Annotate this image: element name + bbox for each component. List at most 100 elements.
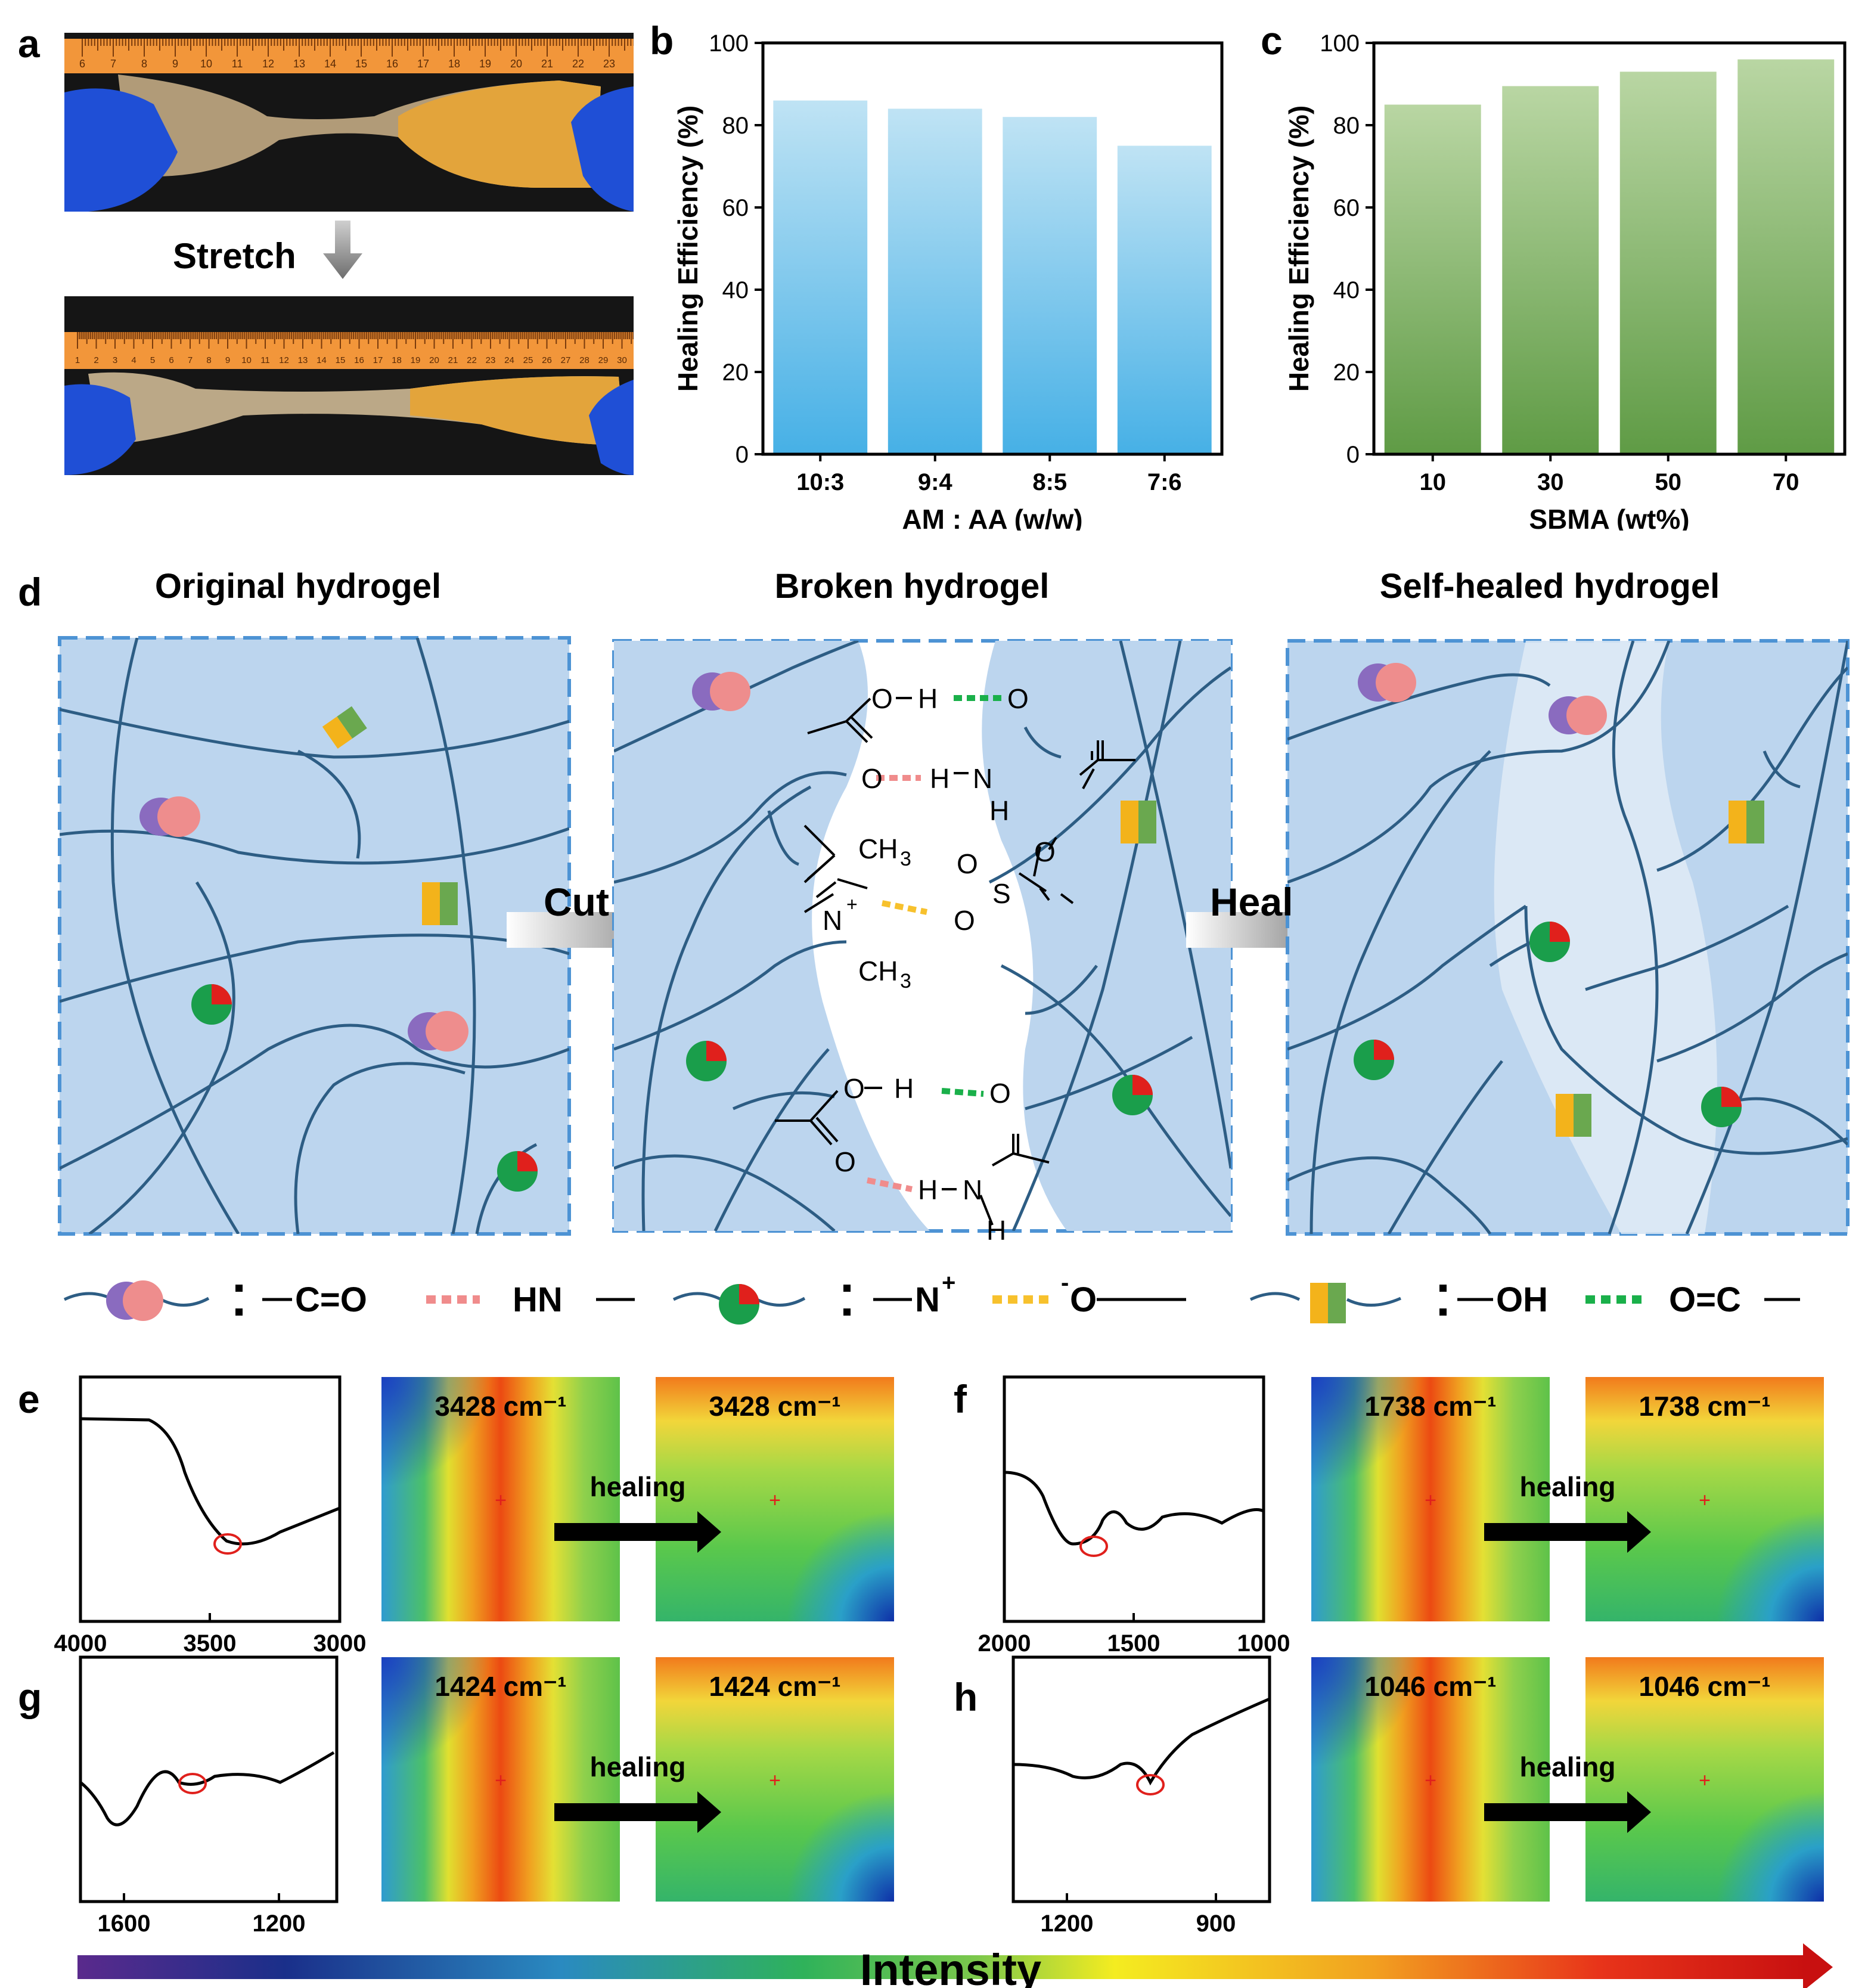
ftir-spectrum-line [1013, 1697, 1270, 1786]
x-tick-label: 10 [1420, 469, 1447, 495]
x-tick-label: 8:5 [1032, 469, 1067, 495]
chem-atom: H [989, 795, 1009, 826]
panel-e-label: e [18, 1377, 40, 1421]
healing-arrow [1484, 1511, 1651, 1553]
y-tick-label: 80 [1333, 113, 1360, 139]
ruler-number: 18 [392, 355, 402, 365]
plot-frame [761, 41, 1224, 456]
oval-motif [408, 1011, 468, 1052]
stretch-label: Stretch [173, 236, 296, 276]
ruler-number: 4 [131, 355, 136, 365]
bar-10-3 [773, 100, 868, 455]
x-tick-label: 70 [1773, 469, 1799, 495]
ruler-number: 17 [373, 355, 383, 365]
wavenumber-label: 1424 cm⁻¹ [435, 1671, 566, 1702]
healing-label: healing [589, 1471, 685, 1502]
chem-charge: + [846, 894, 858, 915]
ruler-number: 15 [355, 58, 367, 70]
wavenumber-label: 1424 cm⁻¹ [709, 1671, 840, 1702]
chem-atom: O [989, 1078, 1011, 1109]
x-tick-label: 900 [1196, 1911, 1236, 1937]
ruler-number: 19 [411, 355, 421, 365]
bar-30 [1502, 86, 1599, 454]
y-tick-label: 100 [709, 30, 749, 57]
chem-atom: CH [858, 833, 898, 864]
wavenumber-label: 1046 cm⁻¹ [1364, 1671, 1496, 1702]
panel-f-label: f [954, 1377, 967, 1421]
chem-atom: N [823, 905, 842, 936]
chem-atom: O [957, 848, 978, 879]
ruler-number: 23 [603, 58, 615, 70]
x-tick-label: 1200 [253, 1911, 306, 1937]
broken-gel-right-half [982, 641, 1231, 1231]
ruler-number: 22 [467, 355, 477, 365]
y-tick-label: 20 [722, 359, 749, 386]
chem-atom: O [1034, 836, 1056, 867]
wavenumber-label: 1046 cm⁻¹ [1639, 1671, 1770, 1702]
x-tick-label: 1600 [98, 1911, 151, 1937]
bar-8-5 [1003, 117, 1097, 454]
chem-subscript: 3 [900, 970, 911, 993]
ftir-spectrum-frame [1003, 1375, 1265, 1623]
chem-atom: H [930, 763, 949, 794]
pie-motif [497, 1151, 538, 1192]
chem-atom: N [963, 1174, 982, 1205]
title-broken-hydrogel: Broken hydrogel [774, 567, 1050, 606]
bar-70 [1737, 59, 1835, 455]
center-cross: + [495, 1489, 507, 1512]
panel-d-label: d [18, 570, 42, 614]
healing-arrow [1484, 1791, 1651, 1833]
wavenumber-label: 3428 cm⁻¹ [435, 1391, 566, 1422]
ruler-number: 16 [386, 58, 398, 70]
peak-marker [178, 1773, 207, 1794]
ruler-number: 17 [417, 58, 429, 70]
ftir-spectrum-line [80, 1417, 340, 1546]
y-tick-label: 60 [1333, 195, 1360, 221]
h-bond-dash [941, 1088, 984, 1097]
square-motif [422, 882, 458, 925]
legend-text: O [1070, 1280, 1097, 1319]
peak-marker [1136, 1774, 1165, 1795]
ruler-number: 14 [316, 355, 327, 365]
ruler-number: 10 [200, 58, 212, 70]
chem-bonds [775, 697, 1135, 1226]
ruler-number: 16 [354, 355, 364, 365]
x-tick-label: 7:6 [1147, 469, 1182, 495]
chem-atom: N [973, 763, 992, 794]
x-tick-label: 1200 [1041, 1911, 1094, 1937]
legend-sup: - [1061, 1270, 1069, 1296]
x-tick-label: 1500 [1107, 1630, 1160, 1657]
center-cross: + [1425, 1489, 1436, 1512]
ruler-number: 25 [523, 355, 533, 365]
ruler-number: 27 [561, 355, 571, 365]
chem-atom: H [894, 1073, 914, 1104]
ruler-number: 24 [504, 355, 514, 365]
chem-atom: H [918, 683, 938, 714]
intensity-label: Intensity [860, 1945, 1041, 1988]
plot-frame [1372, 41, 1847, 456]
x-tick-label: 3000 [314, 1630, 367, 1657]
ruler-number: 13 [293, 58, 305, 70]
ruler-number: 22 [572, 58, 584, 70]
wavenumber-label: 1738 cm⁻¹ [1364, 1391, 1496, 1422]
chem-atom: O [861, 763, 883, 794]
ruler-number: 18 [448, 58, 460, 70]
hydrogel-schematic: O H O O H N H CH 3 N + CH 3 S O O O O H … [58, 636, 1850, 1246]
x-tick-label: 1000 [1237, 1630, 1290, 1657]
ruler-number: 26 [542, 355, 552, 365]
chem-atom: H [918, 1174, 938, 1205]
panel-h-label: h [954, 1675, 978, 1719]
y-tick-label: 40 [722, 277, 749, 303]
ruler-number: 11 [260, 355, 270, 365]
x-tick-label: 30 [1537, 469, 1564, 495]
y-tick-label: 100 [1320, 30, 1360, 57]
ruler-number: 14 [324, 58, 336, 70]
legend-text: C=O [295, 1280, 367, 1319]
stretch-arrow [323, 221, 362, 279]
ruler-number: 10 [241, 355, 252, 365]
intensity-colorbar [77, 1955, 1806, 1979]
ruler-number: 7 [110, 58, 116, 70]
y-tick-label: 60 [722, 195, 749, 221]
panel-a-label: a [18, 21, 40, 66]
